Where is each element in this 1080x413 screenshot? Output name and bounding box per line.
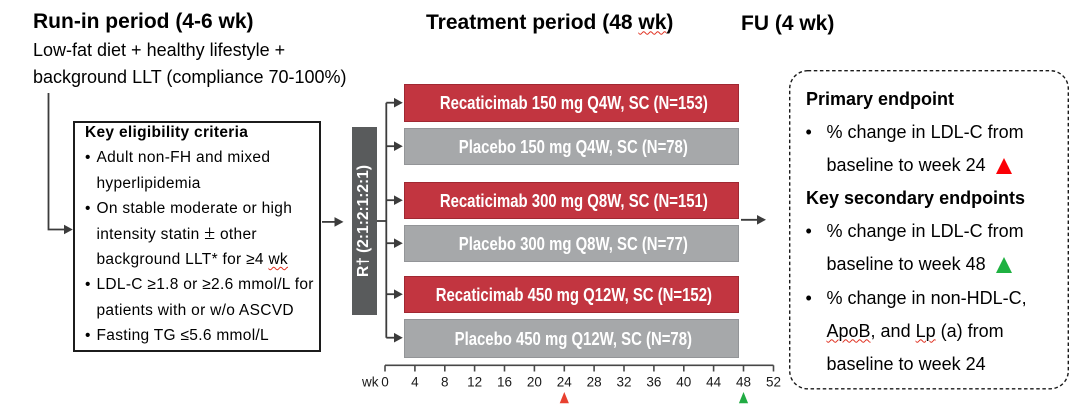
svg-text:12: 12 <box>467 375 482 390</box>
svg-text:24: 24 <box>557 375 573 390</box>
svg-text:16: 16 <box>497 375 512 390</box>
svg-text:8: 8 <box>441 375 449 390</box>
svg-text:40: 40 <box>676 375 691 390</box>
svg-text:28: 28 <box>587 375 602 390</box>
svg-text:32: 32 <box>616 375 631 390</box>
svg-text:wk: wk <box>361 375 379 390</box>
svg-text:52: 52 <box>766 375 781 390</box>
svg-text:4: 4 <box>411 375 419 390</box>
svg-text:44: 44 <box>706 375 722 390</box>
svg-text:0: 0 <box>381 375 389 390</box>
svg-text:36: 36 <box>646 375 661 390</box>
svg-text:48: 48 <box>736 375 751 390</box>
svg-text:20: 20 <box>527 375 542 390</box>
